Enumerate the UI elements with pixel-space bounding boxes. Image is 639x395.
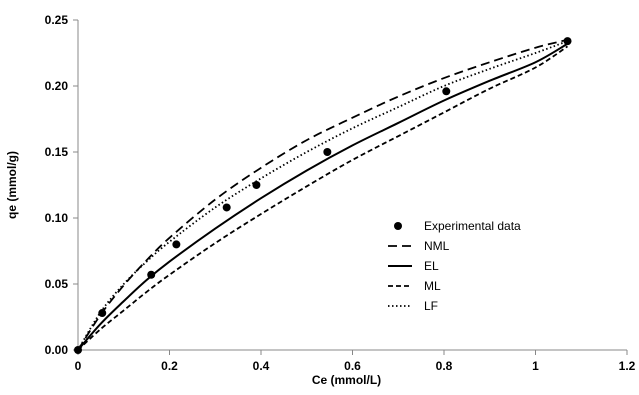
x-tick-label: 0.8 <box>436 359 453 373</box>
legend-label-el: EL <box>424 259 439 273</box>
x-tick-label: 0 <box>75 359 82 373</box>
y-tick-label: 0.10 <box>45 211 69 225</box>
data-point <box>147 270 156 279</box>
y-tick-label: 0.00 <box>45 343 69 357</box>
x-tick-label: 0.4 <box>253 359 270 373</box>
y-tick-label: 0.20 <box>45 79 69 93</box>
series-line-el <box>77 42 569 351</box>
y-tick-label: 0.05 <box>45 277 69 291</box>
data-point <box>563 37 572 46</box>
legend-label-lf: LF <box>424 299 438 313</box>
data-point <box>172 240 181 249</box>
data-point <box>98 309 107 318</box>
x-tick-label: 1.2 <box>619 359 636 373</box>
data-point <box>74 346 82 354</box>
series-line-nml <box>77 38 568 351</box>
data-point <box>252 181 261 189</box>
data-point <box>222 203 231 212</box>
x-axis-title: Ce (mmol/L) <box>312 373 381 387</box>
x-tick-label: 0.6 <box>344 359 361 373</box>
legend-label-ml: ML <box>424 279 441 293</box>
series-line-ml <box>77 45 569 351</box>
y-tick-label: 0.25 <box>45 13 69 27</box>
legend-label-experimental-data: Experimental data <box>424 219 521 233</box>
legend-marker-experimental-data <box>394 222 402 230</box>
legend: Experimental data NML EL ML LF <box>388 219 521 313</box>
series-line-lf <box>77 40 568 351</box>
x-tick-label: 0.2 <box>161 359 178 373</box>
x-tick-label: 1 <box>532 359 539 373</box>
series-layer <box>74 37 572 354</box>
axes: 0 0.2 0.4 0.6 0.8 1 1.2 0.00 0.05 0.10 0.15 0.20 0.2… <box>45 13 636 373</box>
data-point <box>323 148 332 156</box>
y-axis-title: qe (mmol/g) <box>5 151 19 219</box>
legend-label-nml: NML <box>424 239 450 253</box>
y-tick-label: 0.15 <box>45 145 69 159</box>
data-point <box>442 87 451 96</box>
